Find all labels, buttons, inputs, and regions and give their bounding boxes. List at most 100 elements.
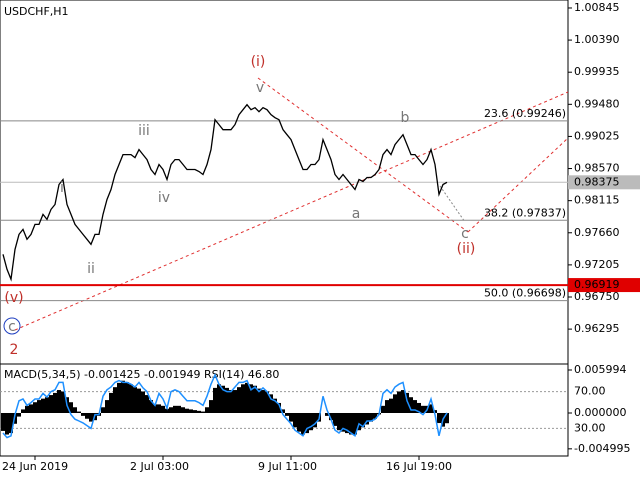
macd-bar [121,380,125,413]
level-label: 0.96919 [574,278,620,291]
macd-bar [185,408,189,413]
macd-bar [265,391,269,413]
macd-bar [77,411,81,413]
macd-bar [189,409,193,413]
macd-bar [393,394,397,413]
macd-bar [81,412,85,416]
macd-bar [149,400,153,413]
macd-bar [329,412,333,421]
macd-bar [333,412,337,426]
indicator-title: MACD(5,34,5) -0.001425 -0.001949 RSI(14)… [4,368,279,381]
macd-bar [33,402,37,413]
macd-bar [157,404,161,413]
macd-bar [313,412,317,428]
y-tick-label: 1.00845 [574,1,620,14]
fib-label: 23.6 (0.99246) [484,107,566,120]
macd-bar [433,410,437,413]
macd-bar [197,410,201,413]
macd-bar [281,409,285,413]
macd-bar [237,387,241,413]
macd-bar [273,398,277,413]
macd-bar [305,412,309,434]
macd-bar [29,404,33,413]
trend-line [14,91,569,331]
macd-bar [437,412,441,424]
macd-bar [145,395,149,413]
wave-label: (ii) [457,241,476,257]
macd-bar [105,400,109,413]
macd-bar [17,412,21,417]
wave-label: v [256,80,264,96]
macd-bar [229,390,233,413]
macd-bar [353,412,357,435]
macd-bar [385,400,389,413]
wave-label: (i) [251,54,266,70]
macd-bar [45,397,49,413]
macd-bar [349,412,353,435]
x-tick-label: 16 Jul 19:00 [386,460,452,473]
macd-bar [417,402,421,413]
macd-bar [257,388,261,413]
wave-label: i [60,180,64,196]
trend-line [467,137,569,233]
y-tick-label: 0.005994 [574,363,627,376]
macd-bar [69,402,73,413]
macd-bar [217,384,221,413]
macd-bar [73,407,77,413]
macd-bar [89,412,93,422]
macd-bar [285,412,289,416]
macd-bar [53,392,57,413]
fib-label: 50.0 (0.96698) [484,287,566,300]
macd-bar [1,412,5,431]
y-tick-label: 0.99935 [574,65,620,78]
macd-bar [413,400,417,413]
wave-label: b [401,110,410,126]
macd-bar [177,405,181,413]
wave-circle [3,317,21,335]
macd-bar [161,405,165,413]
x-tick-label: 2 Jul 03:00 [130,460,189,473]
price-box [568,175,640,190]
macd-bar [173,405,177,413]
macd-bar [181,407,185,413]
macd-bar [397,391,401,413]
macd-bar [429,404,433,413]
macd-bar [9,412,13,434]
wave-label: iii [138,123,150,139]
macd-bar [57,390,61,413]
macd-bar [261,390,265,413]
macd-bar [61,391,65,413]
wave-label: c [8,319,16,335]
macd-bar [133,387,137,413]
y-tick-label: 0.98115 [574,194,620,207]
macd-bar [277,402,281,413]
macd-bar [369,412,373,422]
macd-bar [409,397,413,413]
macd-bar [213,387,217,413]
y-tick-label: 0.97660 [574,226,620,239]
macd-bar [193,410,197,413]
y-tick-label: 0.99480 [574,97,620,110]
wave-label: ii [87,261,95,277]
macd-bar [253,385,257,413]
macd-bar [405,392,409,413]
y-tick-label: 0.000000 [574,406,627,419]
y-tick-label: 0.97205 [574,258,620,271]
wave-line [439,185,466,223]
macd-bar [153,404,157,413]
macd-bar [225,387,229,413]
macd-bar [165,408,169,413]
macd-bar [297,412,301,432]
macd-bar [325,412,329,416]
macd-bar [373,412,377,419]
macd-bar [125,382,129,413]
fib-label: 38.2 (0.97837) [484,206,566,219]
y-tick-label: 0.99025 [574,129,620,142]
macd-bar [221,385,225,413]
macd-bar [201,411,205,413]
macd-bar [445,412,449,424]
y-tick-label: 1.00390 [574,33,620,46]
macd-bar [49,395,53,413]
macd-bar [249,384,253,413]
